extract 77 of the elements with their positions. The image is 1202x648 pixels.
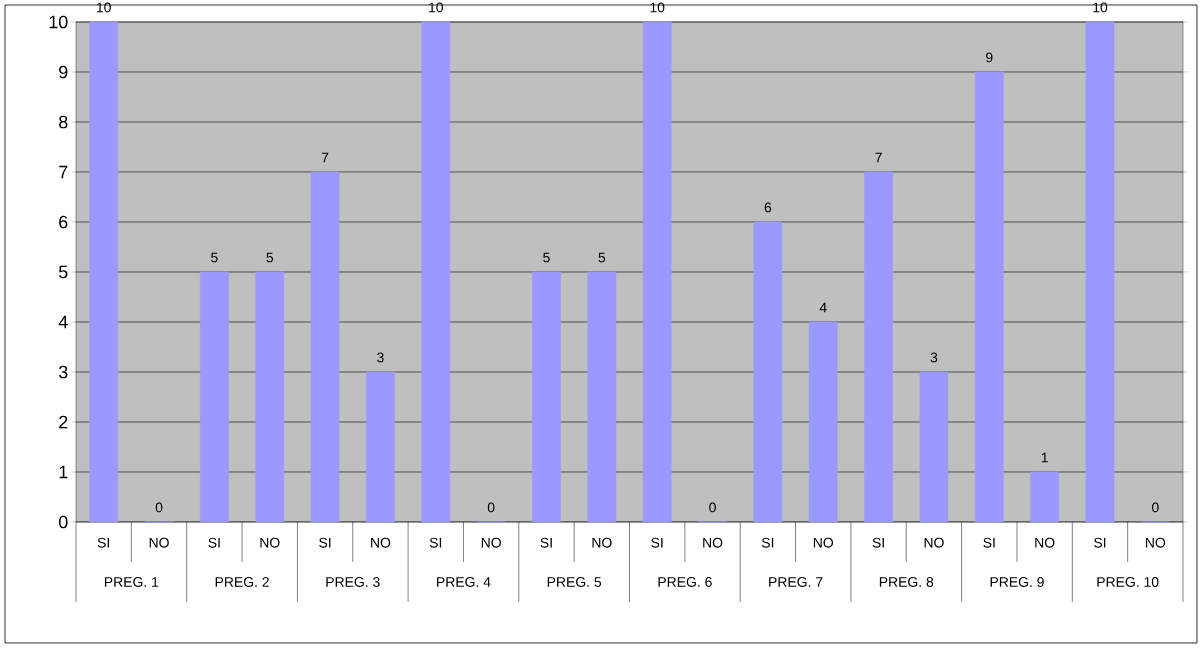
x-tick-label: NO — [703, 537, 723, 548]
bar — [808, 321, 838, 523]
x-tick-label: NO — [1146, 537, 1166, 548]
bar — [200, 271, 229, 523]
bar — [89, 21, 118, 523]
data-label: 10 — [96, 2, 111, 13]
bar — [587, 271, 617, 523]
bar — [310, 171, 340, 523]
data-label: 5 — [211, 252, 218, 263]
bar — [864, 171, 893, 523]
x-tick-label: SI — [429, 537, 442, 548]
x-tick-label: NO — [1035, 537, 1055, 548]
text: PREG. 6 — [658, 577, 712, 587]
x-tick-label: SI — [983, 537, 995, 548]
text: PREG. 5 — [547, 577, 602, 587]
x-tick-label: NO — [260, 537, 280, 548]
data-label: 0 — [1152, 502, 1159, 513]
y-tick-label: 7 — [59, 165, 68, 179]
data-label: 3 — [930, 352, 938, 363]
data-label: 6 — [764, 202, 772, 213]
data-label: 1 — [1041, 452, 1048, 463]
x-tick-label: SI — [761, 537, 774, 548]
data-label: 0 — [709, 502, 716, 513]
bar — [366, 371, 395, 523]
bar — [753, 221, 783, 523]
bar — [974, 71, 1004, 523]
text: PREG. 9 — [990, 577, 1044, 587]
y-tick-label: 2 — [59, 415, 68, 429]
x-tick-label: SI — [1094, 537, 1106, 548]
y-tick-label: 3 — [58, 365, 68, 379]
text: PREG. 8 — [879, 577, 934, 587]
bar — [1030, 471, 1059, 523]
data-label: 10 — [429, 2, 443, 13]
x-tick-label: SI — [872, 537, 884, 548]
data-label: 5 — [543, 252, 550, 263]
data-label: 10 — [650, 2, 665, 13]
data-label: 4 — [819, 302, 827, 313]
bar — [255, 271, 285, 523]
data-label: 7 — [321, 152, 329, 163]
text: PREG. 3 — [326, 577, 380, 587]
x-tick-label: SI — [208, 537, 220, 548]
data-label: 0 — [155, 502, 163, 513]
bar — [421, 21, 451, 523]
x-tick-label: NO — [592, 537, 612, 548]
text: PREG. 10 — [1097, 577, 1159, 587]
data-label: 5 — [598, 252, 606, 263]
x-tick-label: NO — [371, 537, 391, 548]
y-tick-label: 5 — [58, 265, 68, 279]
x-tick-label: SI — [540, 537, 552, 548]
bar — [1085, 21, 1115, 523]
text: PREG. 4 — [437, 577, 491, 587]
y-tick-label: 4 — [58, 315, 68, 329]
x-tick-label: NO — [813, 537, 834, 548]
bar — [532, 271, 561, 523]
data-label: 7 — [875, 152, 882, 163]
text: PREG. 2 — [215, 577, 269, 587]
x-tick-label: NO — [481, 537, 501, 548]
x-tick-label: NO — [149, 537, 169, 548]
x-tick-label: NO — [924, 537, 944, 548]
y-tick-label: 8 — [59, 115, 68, 129]
y-tick-label: 6 — [59, 215, 68, 229]
data-label: 5 — [266, 252, 274, 263]
x-tick-label: SI — [97, 537, 109, 548]
data-label: 9 — [986, 52, 993, 63]
y-tick-label: 1 — [59, 465, 68, 479]
y-tick-label: 10 — [49, 15, 68, 29]
y-tick-label: 0 — [58, 515, 68, 529]
bar — [642, 21, 672, 523]
y-tick-label: 9 — [59, 65, 68, 79]
text: PREG. 7 — [769, 577, 823, 587]
bar — [919, 371, 949, 523]
x-tick-label: SI — [319, 537, 331, 548]
x-tick-label: SI — [651, 537, 663, 548]
data-label: 3 — [377, 352, 384, 363]
data-label: 0 — [487, 502, 495, 513]
data-label: 10 — [1093, 2, 1108, 13]
text: PREG. 1 — [104, 577, 159, 587]
